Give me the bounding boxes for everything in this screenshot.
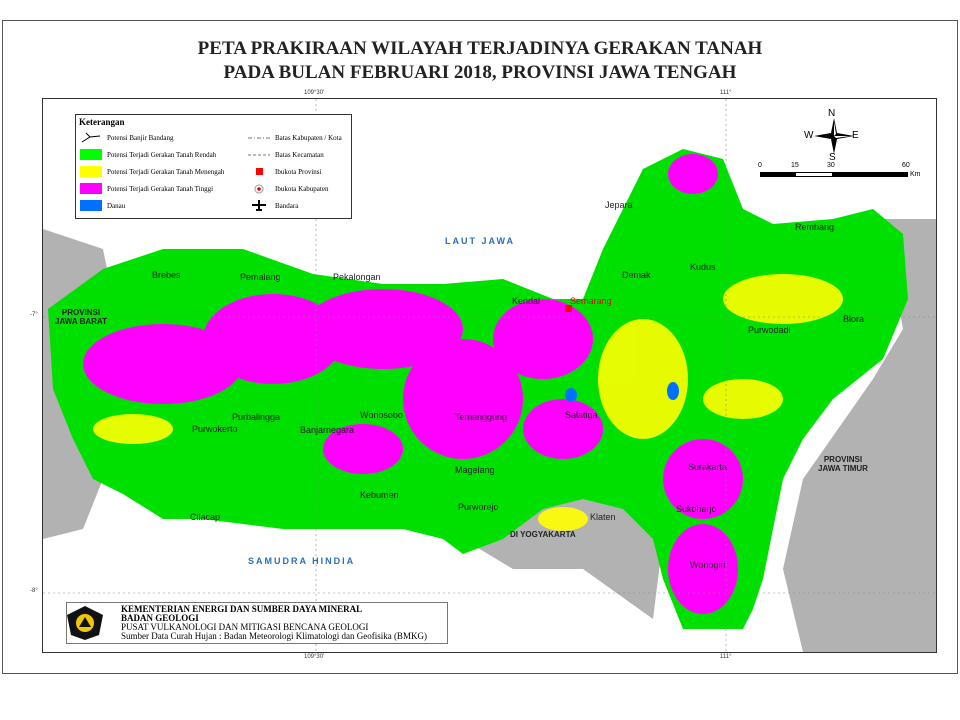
map-canvas (42, 98, 937, 653)
legend-label: Potensi Banjir Bandang (107, 133, 174, 142)
coord-lat1: -7° (30, 312, 38, 318)
legend-item-menengah: Potensi Terjadi Gerakan Tanah Menengah (80, 166, 224, 177)
legend-item-tinggi: Potensi Terjadi Gerakan Tanah Tinggi (80, 183, 213, 194)
flash-flood-line-icon (81, 132, 101, 143)
compass-e: E (852, 130, 859, 141)
label-purworejo: Purworejo (458, 502, 499, 512)
label-kendal: Kendal (512, 296, 541, 306)
legend-symbol-provinsi: Ibukota Provinsi (248, 166, 321, 177)
scale-unit: Km (910, 171, 921, 178)
label-sukoharjo: Sukoharjo (676, 504, 717, 514)
institution-line2: BADAN GEOLOGI (121, 613, 199, 623)
label-samudra-hindia: SAMUDRA HINDIA (248, 556, 356, 566)
red-square-icon (256, 168, 263, 175)
swatch-low (80, 149, 102, 160)
scale-tick: 15 (791, 162, 799, 169)
label-banjarnegara: Banjarnegara (300, 425, 355, 435)
legend-label: Ibukota Kabupaten (275, 184, 329, 193)
label-magelang: Magelang (455, 465, 495, 475)
legend-label: Danau (107, 201, 126, 210)
label-blora: Blora (843, 314, 865, 324)
legend-label: Potensi Terjadi Gerakan Tanah Rendah (107, 150, 217, 159)
province-capital-marker (565, 305, 572, 312)
label-jawa-barat: PROVINSI JAWA BARAT (55, 308, 107, 326)
label-purwodadi: Purwodadi (748, 325, 791, 335)
legend-heading: Keterangan (79, 117, 125, 127)
red-dot-circle-icon (254, 184, 264, 194)
compass-star-icon (814, 118, 854, 154)
east-java-land (783, 219, 936, 652)
map-title-line1: PETA PRAKIRAAN WILAYAH TERJADINYA GERAKA… (197, 38, 763, 59)
legend-item-rendah: Potensi Terjadi Gerakan Tanah Rendah (80, 149, 216, 160)
label-semarang: Semarang (570, 296, 612, 306)
coord-lat2: -8° (30, 588, 38, 594)
institution-line1: KEMENTERIAN ENERGI DAN SUMBER DAYA MINER… (121, 604, 363, 614)
label-brebes: Brebes (152, 270, 181, 280)
legend-label: Batas Kabupaten / Kota (275, 133, 342, 142)
legend-label: Bandara (275, 201, 299, 210)
legend-label: Potensi Terjadi Gerakan Tanah Tinggi (107, 184, 214, 193)
label-rembang: Rembang (795, 222, 835, 232)
label-salatiga: Salatiga (565, 410, 598, 420)
label-wonosobo: Wonosobo (360, 410, 403, 420)
label-yogyakarta: DI YOGYAKARTA (510, 530, 576, 539)
swatch-lake (80, 200, 102, 211)
institution-box: KEMENTERIAN ENERGI DAN SUMBER DAYA MINER… (66, 602, 448, 644)
compass-s: S (829, 152, 836, 163)
label-purwokerto: Purwokerto (192, 424, 238, 434)
lakes (565, 382, 679, 402)
medium-risk-zones (93, 274, 843, 531)
legend-symbol-kecamatan: Batas Kecamatan (248, 149, 324, 160)
label-klaten: Klaten (590, 512, 616, 522)
map-legend: Keterangan Potensi Banjir Bandang Potens… (75, 114, 352, 219)
swatch-high (80, 183, 102, 194)
scale-bar: 0 15 30 60 Km (758, 162, 928, 182)
label-laut-jawa: LAUT JAWA (445, 236, 516, 246)
airplane-icon (252, 200, 266, 211)
institution-line4: Sumber Data Curah Hujan : Badan Meteorol… (121, 631, 427, 641)
high-risk-zones (83, 154, 743, 614)
map-title-line2: PADA BULAN FEBRUARI 2018, PROVINSI JAWA … (223, 62, 737, 83)
coord-bottom-right: 111° (720, 654, 732, 660)
swatch-medium (80, 166, 102, 177)
legend-item-danau: Danau (80, 200, 125, 211)
map-frame (2, 20, 958, 674)
coord-bottom-left: 109°30' (304, 654, 325, 660)
label-wonogiri: Wonogiri (690, 560, 726, 570)
legend-label: Batas Kecamatan (275, 150, 324, 159)
label-purbalingga: Purbalingga (232, 412, 281, 422)
institution-line3: PUSAT VULKANOLOGI DAN MITIGASI BENCANA G… (121, 622, 369, 632)
label-demak: Demak (622, 270, 651, 280)
legend-label: Ibukota Provinsi (275, 167, 322, 176)
scale-tick: 30 (827, 162, 835, 169)
label-jepara: Jepara (605, 200, 633, 210)
coord-top-right: 111° (720, 90, 732, 96)
label-pemalang: Pemalang (240, 272, 281, 282)
compass-n: N (828, 108, 836, 119)
scale-bar-white (796, 173, 832, 176)
scale-tick: 0 (758, 162, 762, 169)
coord-top-left: 109°30' (304, 90, 325, 96)
label-surakarta: Surakarta (688, 462, 728, 472)
graticule (43, 99, 936, 652)
label-kudus: Kudus (690, 262, 716, 272)
dash-dot-line-icon (248, 137, 270, 139)
label-temanggung: Temanggung (455, 412, 508, 422)
legend-label: Potensi Terjadi Gerakan Tanah Menengah (107, 167, 225, 176)
label-pekalongan: Pekalongan (333, 272, 381, 282)
legend-item-banjir: Potensi Banjir Bandang (80, 132, 174, 143)
scale-bar-black (760, 172, 908, 177)
legend-symbol-ibukota-kab: Ibukota Kabupaten (248, 183, 328, 194)
dashed-line-icon (248, 154, 270, 156)
scale-tick: 60 (902, 162, 910, 169)
compass-w: W (804, 130, 814, 141)
label-jawa-timur: PROVINSI JAWA TIMUR (818, 455, 868, 473)
label-kebumen: Kebumen (360, 490, 399, 500)
legend-symbol-bandara: Bandara (248, 200, 298, 211)
legend-symbol-kabupaten: Batas Kabupaten / Kota (248, 132, 342, 143)
badan-geologi-logo (67, 606, 103, 640)
label-cilacap: Cilacap (190, 512, 221, 522)
